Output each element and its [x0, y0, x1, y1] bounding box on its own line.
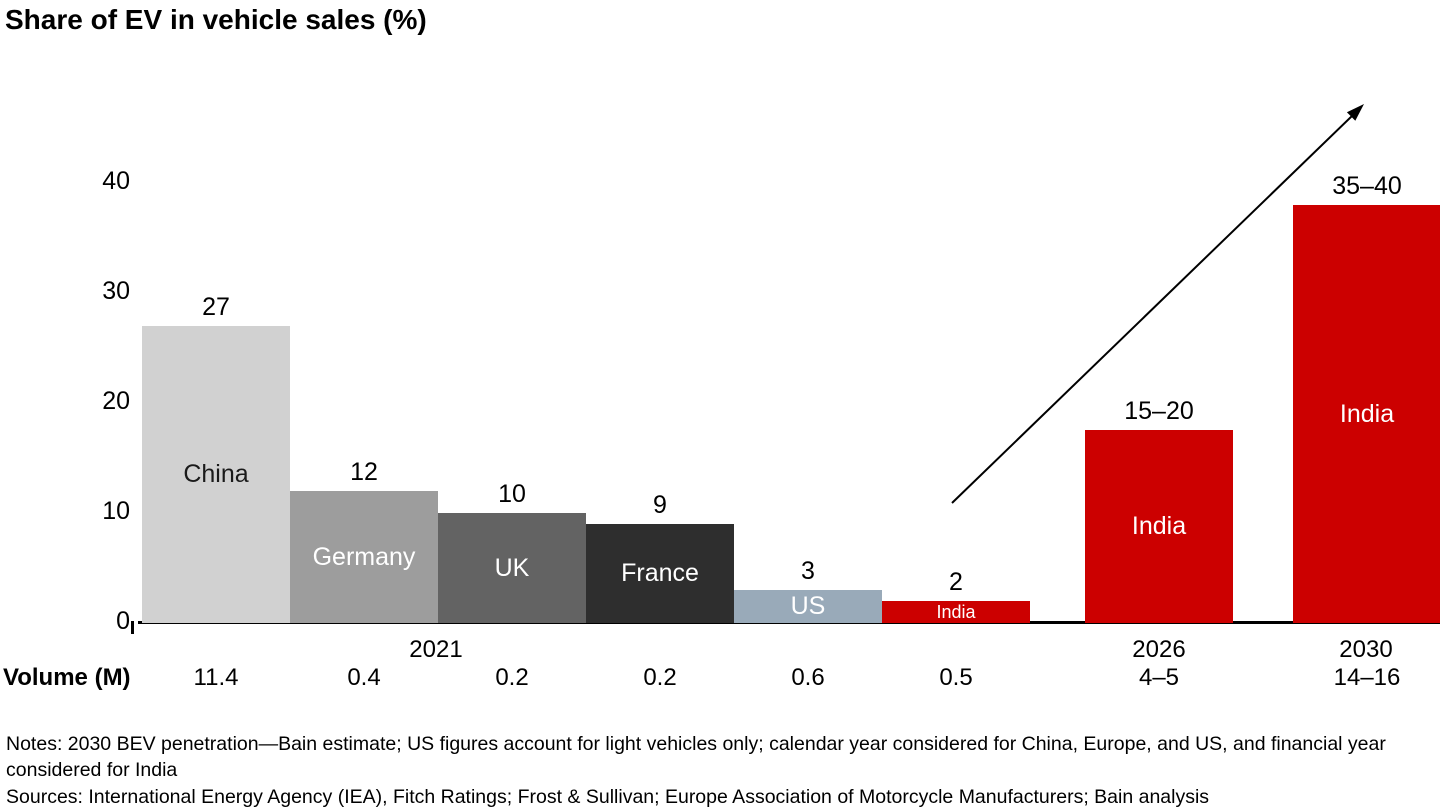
bar-label-uk: UK	[494, 553, 530, 582]
value-label-france: 9	[653, 491, 667, 519]
bar-india-2021: India	[882, 601, 1030, 623]
bar-label-us: US	[790, 592, 826, 620]
bar-india-2026: India	[1085, 430, 1233, 623]
volume-france: 0.2	[643, 664, 677, 691]
y-axis-tick-10: 10	[102, 497, 130, 525]
bar-label-india-2026: India	[1131, 512, 1187, 540]
sources-text: Sources: International Energy Agency (IE…	[6, 785, 1210, 808]
volume-row-label: Volume (M)	[3, 664, 131, 691]
bar-label-france: France	[621, 559, 699, 587]
volume-india-2026: 4–5	[1138, 664, 1180, 691]
x-axis-origin-tick	[131, 621, 134, 634]
y-axis-tick-20: 20	[102, 387, 130, 415]
bar-uk: UK	[438, 513, 586, 623]
bar-us: US	[734, 590, 882, 623]
bar-india-2030: India	[1293, 205, 1440, 623]
value-label-india-2026: 15–20	[1124, 397, 1194, 425]
chart-title: Share of EV in vehicle sales (%)	[5, 4, 427, 35]
y-axis-tick-0: 0	[116, 607, 130, 635]
bar-label-india-2021: India	[936, 601, 976, 622]
value-label-uk: 10	[498, 480, 526, 508]
bar-label-china: China	[183, 460, 249, 488]
footnotes: Notes: 2030 BEV penetration—Bain estimat…	[6, 731, 1408, 810]
y-axis-tick-30: 30	[102, 277, 130, 305]
x-axis-label-2026: 2026	[1132, 636, 1186, 663]
volume-india-2021: 0.5	[939, 664, 973, 691]
value-label-germany: 12	[350, 458, 378, 486]
bar-label-india-2030: India	[1339, 399, 1395, 428]
volume-china: 11.4	[193, 664, 239, 691]
y-axis-tick-40: 40	[102, 167, 130, 195]
volume-us: 0.6	[791, 664, 825, 691]
bar-germany: Germany	[290, 491, 438, 623]
x-axis-label-2030: 2030	[1339, 636, 1393, 663]
x-axis-label-2021: 2021	[409, 636, 463, 663]
bar-china: China	[142, 326, 290, 623]
notes-text: Notes: 2030 BEV penetration—Bain estimat…	[6, 733, 1386, 782]
value-label-china: 27	[202, 293, 230, 321]
volume-india-2030: 14–16	[1333, 664, 1401, 691]
value-label-us: 3	[801, 557, 815, 585]
value-label-india-2030: 35–40	[1332, 172, 1402, 200]
bar-france: France	[586, 524, 734, 623]
volume-germany: 0.4	[347, 664, 381, 691]
bar-label-germany: Germany	[312, 542, 416, 571]
volume-uk: 0.2	[495, 664, 529, 691]
value-label-india-2021: 2	[949, 568, 963, 596]
